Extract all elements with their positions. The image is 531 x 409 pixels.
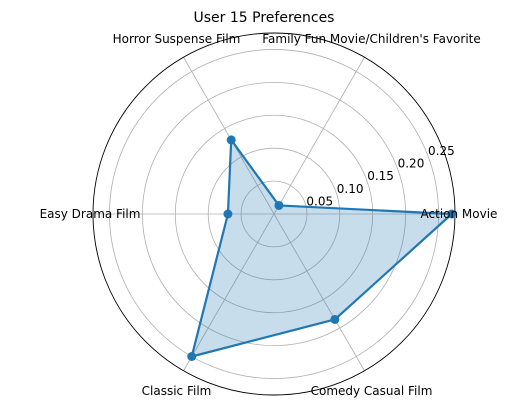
axis-spoke [183,213,275,371]
axis-spoke [273,57,365,215]
data-point [223,209,233,219]
category-label: Family Fun Movie/Children's Favorite [262,32,481,46]
data-point [187,352,197,362]
series-area [191,139,452,357]
r-tick-label: 0.05 [306,194,333,208]
category-label: Comedy Casual Film [311,384,433,398]
r-tick-label: 0.20 [398,157,425,171]
category-labels: Action Movie Family Fun Movie/Children's … [40,32,498,398]
series-layer [187,135,457,362]
category-label: Easy Drama Film [40,207,141,221]
axis-spoke [273,213,365,371]
axis-spoke [183,57,275,215]
category-label: Horror Suspense Film [113,32,241,46]
r-tick-label: 0.10 [337,182,364,196]
data-point [226,135,236,145]
chart-title: User 15 Preferences [194,10,335,26]
radial-grid: 0.05 0.100.15 0.200.25 [92,32,456,396]
category-label: Classic Film [142,384,212,398]
r-tick-label: 0.25 [428,144,455,158]
category-label: Action Movie [421,207,498,221]
data-point [330,314,340,324]
data-point [447,209,457,219]
data-point [274,200,284,210]
r-tick-label: 0.15 [367,169,394,183]
